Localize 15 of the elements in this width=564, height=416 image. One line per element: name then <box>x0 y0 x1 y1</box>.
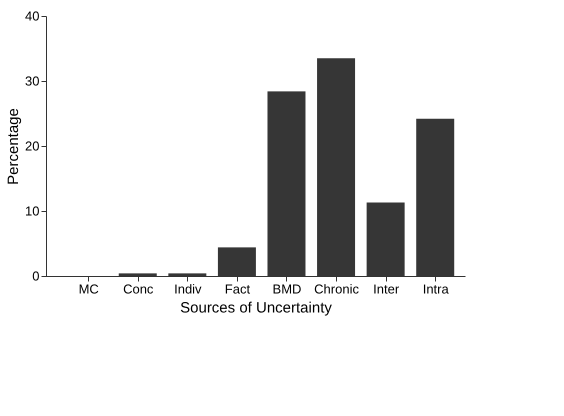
y-axis-title: Percentage <box>5 108 22 185</box>
x-tick-label: Indiv <box>174 282 202 296</box>
y-tick-label: 30 <box>25 74 40 88</box>
x-tick-label: Intra <box>422 282 450 296</box>
y-tick-label: 0 <box>32 268 40 284</box>
x-axis-title: Sources of Uncertainty <box>180 300 332 316</box>
y-tick-label: 20 <box>25 138 40 154</box>
x-tick-label: Conc <box>123 282 154 296</box>
x-tick-label: Inter <box>373 282 400 296</box>
x-tick-label: Fact <box>224 282 250 296</box>
x-tick-label: MC <box>78 282 99 296</box>
x-tick-label: BMD <box>272 282 302 296</box>
y-tick-label: 40 <box>25 8 40 24</box>
x-tick-label: Chronic <box>314 282 360 296</box>
y-tick-label: 10 <box>25 204 40 218</box>
